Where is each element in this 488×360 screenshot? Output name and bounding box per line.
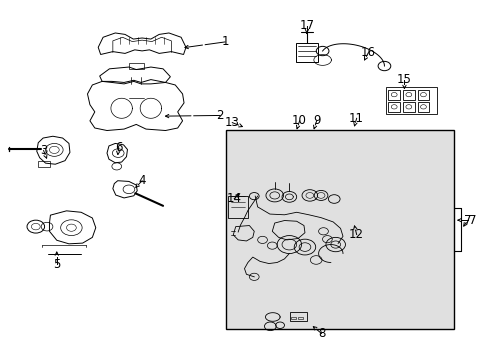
Bar — [296, 42, 317, 62]
Bar — [387, 90, 399, 100]
Bar — [298, 317, 303, 319]
Text: 12: 12 — [348, 228, 364, 241]
Bar — [291, 317, 296, 319]
Text: 17: 17 — [299, 19, 314, 32]
Text: 9: 9 — [312, 114, 320, 127]
Bar — [402, 102, 414, 112]
Text: 6: 6 — [115, 140, 122, 153]
Text: 3: 3 — [40, 144, 47, 157]
Bar — [289, 312, 306, 320]
Bar — [38, 161, 50, 167]
Text: 13: 13 — [224, 116, 239, 129]
Bar — [385, 87, 436, 114]
Bar — [417, 90, 428, 100]
Text: 11: 11 — [348, 112, 364, 125]
Text: 5: 5 — [53, 258, 61, 271]
Text: 8: 8 — [317, 327, 325, 340]
Bar — [228, 196, 247, 218]
Text: 1: 1 — [221, 35, 228, 49]
Bar — [387, 102, 399, 112]
Text: 7: 7 — [468, 214, 475, 227]
Text: 15: 15 — [396, 73, 411, 86]
Text: 16: 16 — [360, 46, 375, 59]
Text: 2: 2 — [216, 109, 224, 122]
Bar — [402, 90, 414, 100]
Text: 7: 7 — [463, 214, 470, 227]
Text: 14: 14 — [226, 192, 241, 205]
Text: 10: 10 — [291, 114, 306, 127]
Bar — [225, 130, 453, 329]
Text: 4: 4 — [138, 174, 145, 187]
Bar — [417, 102, 428, 112]
